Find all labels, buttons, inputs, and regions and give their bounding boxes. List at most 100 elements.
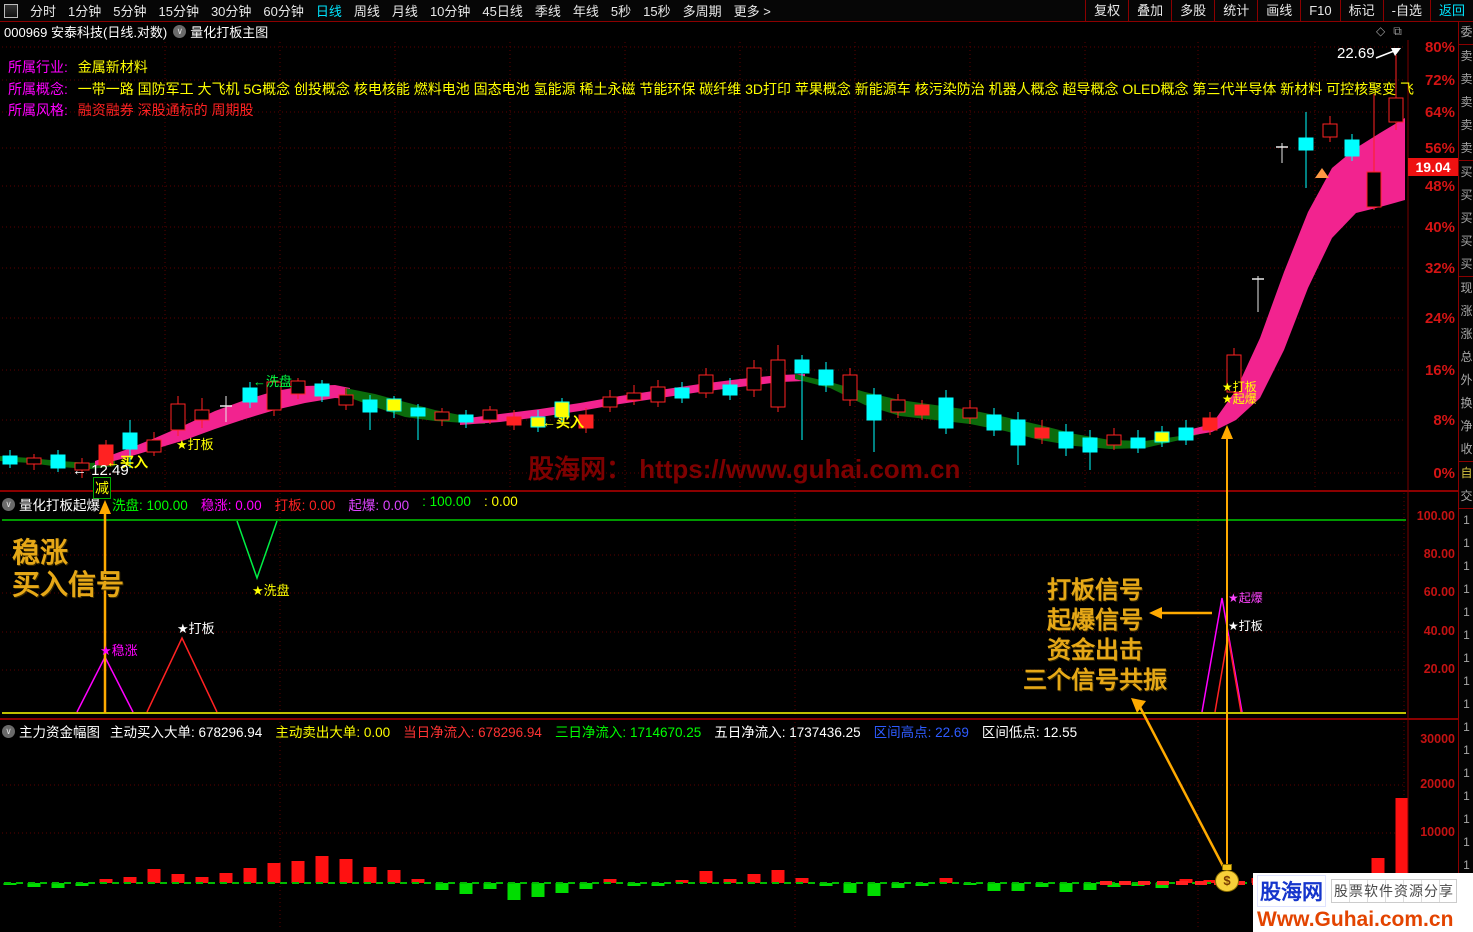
tool-button-画线[interactable]: 画线 xyxy=(1257,0,1300,21)
quote-edge-char: 换 xyxy=(1460,396,1473,410)
industry-value[interactable]: 金属新材料 xyxy=(77,59,148,75)
panel2-header: ∨ 主力资金幅图 主动买入大单: 678296.94 主动卖出大单: 0.00 当日… xyxy=(2,721,1090,741)
panel1-title[interactable]: 量化打板起爆 xyxy=(19,498,100,513)
axis-label: 40.00 xyxy=(1423,624,1455,638)
quote-edge-char: 净 xyxy=(1460,419,1473,433)
style-value[interactable]: 融资融券 深股通标的 周期股 xyxy=(77,102,254,118)
axis-label: 32% xyxy=(1424,260,1455,277)
quote-edge-char: 1 xyxy=(1463,720,1470,734)
axis-label: 8% xyxy=(1433,412,1455,429)
panel1-header: ∨ 量化打板起爆 洗盘: 100.00 稳涨: 0.00 打板: 0.00 起爆: 0… xyxy=(2,494,531,514)
period-tab-日线[interactable]: 日线 xyxy=(315,4,342,19)
style-line: 所属风格: 融资融券 深股通标的 周期股 xyxy=(8,100,254,120)
axis-label: 80.00 xyxy=(1423,547,1455,561)
concept-value[interactable]: 一带一路 国防军工 大飞机 5G概念 创投概念 核电核能 燃料电池 固态电池 氢… xyxy=(77,81,1415,97)
period-tab-多周期[interactable]: 多周期 xyxy=(682,4,722,19)
period-tab-15秒[interactable]: 15秒 xyxy=(643,4,671,19)
panel1-field: 稳涨: 0.00 xyxy=(200,498,262,513)
tool-button-返回[interactable]: 返回 xyxy=(1429,0,1473,21)
period-tab-45日线[interactable]: 45日线 xyxy=(482,4,523,19)
tool-button-统计[interactable]: 统计 xyxy=(1214,0,1257,21)
period-tab-10分钟[interactable]: 10分钟 xyxy=(429,4,471,19)
period-tab-分时[interactable]: 分时 xyxy=(30,4,57,19)
quote-edge-char: 买 xyxy=(1460,257,1473,271)
quote-edge-char: 卖 xyxy=(1460,141,1473,155)
quote-edge-char: 买 xyxy=(1460,234,1473,248)
axis-label: 24% xyxy=(1424,310,1455,327)
panel2-collapse-icon[interactable]: ∨ xyxy=(2,724,15,738)
style-label: 所属风格: xyxy=(8,102,68,118)
daban-marker-label-right: ★打板 xyxy=(1228,619,1263,633)
quote-edge-char: 卖 xyxy=(1460,118,1473,132)
panel2-field: 主动卖出大单: 0.00 xyxy=(275,725,391,740)
period-tab-30分钟[interactable]: 30分钟 xyxy=(210,4,252,19)
axis-label: 20.00 xyxy=(1423,662,1455,676)
period-menu: 分时 1分钟 5分钟 15分钟 30分钟 60分钟 日线 周线 月线 10分钟 45日线 季线 年线 5秒… xyxy=(24,1,777,20)
quote-edge-char: 1 xyxy=(1463,628,1470,642)
period-tab-60分钟[interactable]: 60分钟 xyxy=(263,4,304,19)
quote-edge-char: 1 xyxy=(1463,812,1470,826)
site-watermark: 股海网： https://www.guhai.com.cn xyxy=(528,454,961,484)
panel2-field: 当日净流入: 678296.94 xyxy=(403,725,542,740)
titlebar-corner-icons[interactable]: ◇⧉ xyxy=(1376,24,1410,39)
quote-edge-char: 总 xyxy=(1460,350,1473,364)
signal-text-line: 资金出击 xyxy=(1047,637,1143,664)
tool-button-多股[interactable]: 多股 xyxy=(1171,0,1214,21)
quote-edge-char: 收 xyxy=(1460,442,1473,456)
quote-edge-char: 买 xyxy=(1460,211,1473,225)
panel-divider-1[interactable] xyxy=(0,490,1458,492)
panel1-collapse-icon[interactable]: ∨ xyxy=(2,497,15,511)
period-tab-5秒[interactable]: 5秒 xyxy=(610,4,632,19)
current-price-badge: 19.04 xyxy=(1408,158,1458,176)
quote-edge-char: 1 xyxy=(1463,789,1470,803)
panel2-field: 主动买入大单: 678296.94 xyxy=(110,725,263,740)
steady-rise-marker-label: ★稳涨 xyxy=(100,643,138,658)
qibao-annotation-right: ★起爆 xyxy=(1222,392,1257,406)
period-tab-更多 >[interactable]: 更多 > xyxy=(733,4,771,19)
period-tab-5分钟[interactable]: 5分钟 xyxy=(113,4,147,19)
quote-edge-char: 1 xyxy=(1463,582,1470,596)
period-tab-季线[interactable]: 季线 xyxy=(534,4,561,19)
axis-label: 20000 xyxy=(1420,777,1455,791)
quote-edge-char: 1 xyxy=(1463,835,1470,849)
panel1-field: 起爆: 0.00 xyxy=(348,498,410,513)
tool-button-F10[interactable]: F10 xyxy=(1300,0,1339,21)
daban-marker-label: ★打板 xyxy=(177,621,215,636)
tool-menu: 复权 叠加 多股 统计 画线 F10 标记 -自选 返回 xyxy=(1085,0,1473,21)
panel-layout-icon[interactable]: ⧉ xyxy=(1393,24,1410,38)
quote-edge-char: 卖 xyxy=(1460,49,1473,63)
tool-button-叠加[interactable]: 叠加 xyxy=(1128,0,1171,21)
chevron-down-icon[interactable]: ∨ xyxy=(173,24,187,38)
quote-panel-edge[interactable]: 委卖卖卖卖卖买买买买买现涨涨总外换净收自交111111111111111111 xyxy=(1458,21,1473,932)
axis-label: 16% xyxy=(1424,362,1455,379)
panel2-title[interactable]: 主力资金幅图 xyxy=(19,725,100,740)
period-tab-15分钟[interactable]: 15分钟 xyxy=(158,4,199,19)
quote-edge-char: 1 xyxy=(1463,536,1470,550)
tool-button-标记[interactable]: 标记 xyxy=(1339,0,1383,21)
main-indicator-title[interactable]: 量化打板主图 xyxy=(190,24,269,40)
tool-button-复权[interactable]: 复权 xyxy=(1085,0,1128,21)
quote-edge-char: 买 xyxy=(1460,165,1473,179)
watermark-box: 股海网 股票软件资源分享 Www.Guhai.com.cn xyxy=(1253,873,1473,932)
high-price-label: 22.69 xyxy=(1337,45,1375,62)
signal-text-line: 打板信号 xyxy=(1047,577,1143,604)
quote-edge-char: 涨 xyxy=(1460,304,1473,318)
panel1-field: 打板: 0.00 xyxy=(274,498,336,513)
daban-annotation: ★打板 xyxy=(176,437,214,452)
concept-line: 所属概念: 一带一路 国防军工 大飞机 5G概念 创投概念 核电核能 燃料电池 … xyxy=(8,79,1414,99)
window-icon[interactable] xyxy=(4,3,18,18)
period-tab-周线[interactable]: 周线 xyxy=(353,4,380,19)
chart-titlebar: 000969 安泰科技(日线.对数) ∨ 量化打板主图 xyxy=(0,22,268,40)
quote-edge-char: 自 xyxy=(1460,466,1473,480)
panel-divider-2[interactable] xyxy=(0,718,1458,720)
tool-button--自选[interactable]: -自选 xyxy=(1382,0,1430,21)
quote-edge-char: 1 xyxy=(1463,605,1470,619)
diamond-icon[interactable]: ◇ xyxy=(1376,24,1394,38)
period-tab-月线[interactable]: 月线 xyxy=(391,4,418,19)
period-tab-年线[interactable]: 年线 xyxy=(572,4,599,19)
signal-text-block: 打板信号 起爆信号 资金出击 三个信号共振 xyxy=(995,576,1195,696)
top-menubar: 分时 1分钟 5分钟 15分钟 30分钟 60分钟 日线 周线 月线 10分钟 45日线 季线 年线 5秒… xyxy=(0,0,1473,22)
period-tab-1分钟[interactable]: 1分钟 xyxy=(68,4,102,19)
panel2-values: 主动买入大单: 678296.94 主动卖出大单: 0.00 当日净流入: 6782… xyxy=(110,721,1090,741)
